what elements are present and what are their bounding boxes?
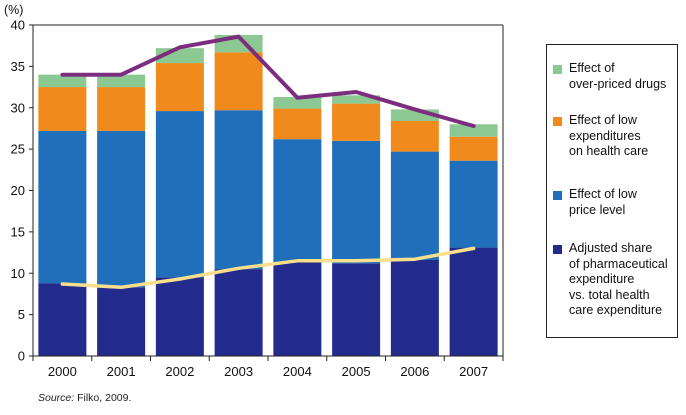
source-text: Filko, 2009. bbox=[74, 392, 132, 404]
bar-segment bbox=[214, 110, 263, 270]
x-tick-label: 2003 bbox=[224, 364, 253, 379]
legend: Effect of over-priced drugs Effect of lo… bbox=[546, 44, 678, 338]
legend-swatch bbox=[553, 191, 562, 200]
bar-segment bbox=[155, 277, 204, 356]
bar-segment bbox=[97, 74, 146, 88]
x-tick-label: 2005 bbox=[342, 364, 371, 379]
legend-label: Effect of low expenditures on health car… bbox=[569, 113, 649, 158]
bar-segment bbox=[332, 140, 381, 264]
x-tick-label: 2004 bbox=[283, 364, 312, 379]
bar-segment bbox=[449, 124, 498, 137]
legend-swatch bbox=[553, 117, 562, 126]
y-unit-label: (%) bbox=[4, 3, 23, 17]
bar-segment bbox=[332, 263, 381, 356]
bar-segment bbox=[332, 103, 381, 141]
legend-label: Effect of low price level bbox=[569, 187, 637, 217]
bar-segment bbox=[273, 108, 322, 140]
legend-item-over-priced-drugs: Effect of over-priced drugs bbox=[553, 61, 675, 92]
bar-segment bbox=[214, 269, 263, 356]
adjusted-share-line bbox=[60, 246, 476, 290]
bar-segment bbox=[390, 120, 439, 152]
x-tick-label: 2001 bbox=[107, 364, 136, 379]
y-tick-label: 0 bbox=[18, 349, 25, 364]
legend-item-low-expenditures: Effect of low expenditures on health car… bbox=[553, 113, 675, 160]
bar-segment bbox=[97, 287, 146, 356]
bar-segment bbox=[449, 160, 498, 248]
y-tick-label: 10 bbox=[11, 266, 25, 281]
y-tick-label: 20 bbox=[11, 183, 25, 198]
legend-label: Adjusted share of pharmaceutical expendi… bbox=[569, 241, 668, 317]
y-tick-label: 15 bbox=[11, 224, 25, 239]
bar-segment bbox=[273, 96, 322, 109]
bar-segment bbox=[38, 74, 87, 88]
y-tick-label: 35 bbox=[11, 59, 25, 74]
legend-swatch bbox=[553, 245, 562, 254]
bar-segment bbox=[38, 87, 87, 131]
bar-segment bbox=[97, 130, 146, 288]
bar-segment bbox=[38, 130, 87, 284]
bar-segment bbox=[332, 95, 381, 104]
legend-item-adjusted-share: Adjusted share of pharmaceutical expendi… bbox=[553, 241, 675, 319]
bar-segment bbox=[38, 283, 87, 356]
y-tick-label: 5 bbox=[18, 307, 25, 322]
bar-segment bbox=[449, 247, 498, 356]
bar-segment bbox=[214, 52, 263, 111]
bar-segment bbox=[390, 109, 439, 121]
x-tick-label: 2002 bbox=[165, 364, 194, 379]
bar-segment bbox=[390, 260, 439, 356]
total-line bbox=[60, 34, 476, 128]
bar-segment bbox=[97, 87, 146, 131]
bar-segment bbox=[390, 151, 439, 261]
x-tick-label: 2000 bbox=[48, 364, 77, 379]
bar-segment bbox=[449, 136, 498, 161]
y-tick-label: 30 bbox=[11, 100, 25, 115]
bar-segment bbox=[273, 262, 322, 356]
source-label: Source: bbox=[38, 392, 75, 404]
x-tick-label: 2006 bbox=[400, 364, 429, 379]
source-note: Source: Filko, 2009. bbox=[38, 392, 131, 404]
bar-segment bbox=[155, 63, 204, 112]
bar-segment bbox=[273, 139, 322, 263]
legend-item-low-price-level: Effect of low price level bbox=[553, 187, 675, 218]
x-tick-label: 2007 bbox=[459, 364, 488, 379]
y-tick-label: 40 bbox=[11, 18, 25, 33]
legend-label: Effect of over-priced drugs bbox=[569, 61, 667, 91]
y-tick-label: 25 bbox=[11, 142, 25, 157]
legend-swatch bbox=[553, 65, 562, 74]
bar-segment bbox=[155, 111, 204, 278]
